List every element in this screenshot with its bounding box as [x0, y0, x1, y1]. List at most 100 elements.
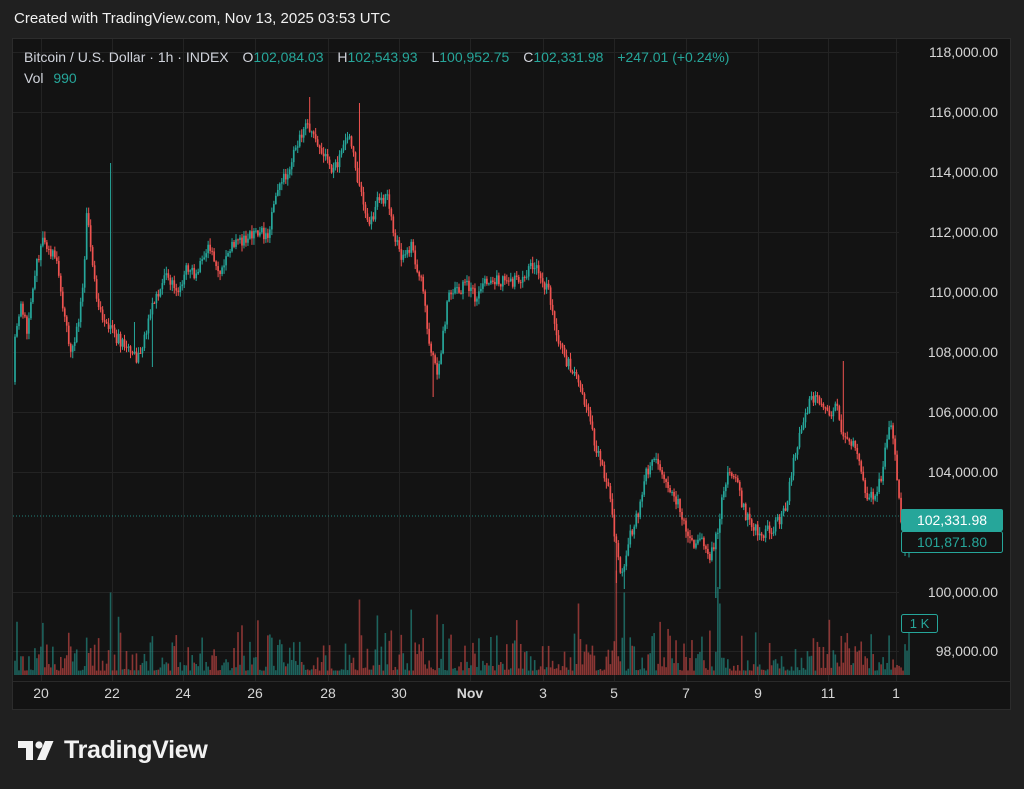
candle[interactable]: [227, 250, 229, 258]
candle[interactable]: [868, 493, 871, 501]
candle[interactable]: [452, 289, 454, 299]
secondary-price-tag[interactable]: 101,871.80: [901, 531, 1003, 553]
candle[interactable]: [354, 151, 357, 171]
candle[interactable]: [515, 271, 518, 280]
candle[interactable]: [665, 478, 667, 488]
candle[interactable]: [828, 405, 831, 417]
candle[interactable]: [34, 270, 36, 291]
candle[interactable]: [836, 398, 839, 411]
candle[interactable]: [47, 245, 50, 255]
candle[interactable]: [245, 230, 247, 247]
candle[interactable]: [635, 510, 638, 529]
candle[interactable]: [181, 280, 184, 291]
candle[interactable]: [480, 283, 482, 294]
candle[interactable]: [73, 337, 76, 352]
candle[interactable]: [878, 472, 880, 495]
candle[interactable]: [844, 432, 847, 444]
candle[interactable]: [673, 488, 675, 502]
candle[interactable]: [490, 276, 492, 285]
candle[interactable]: [328, 156, 331, 169]
price-chart[interactable]: 118,000.00 116,000.00 114,000.00 112,000.00…: [13, 39, 1010, 709]
candle[interactable]: [14, 334, 16, 385]
candle[interactable]: [599, 449, 602, 467]
candle[interactable]: [135, 347, 138, 364]
candle[interactable]: [866, 486, 869, 501]
candle[interactable]: [284, 169, 287, 184]
candle[interactable]: [129, 345, 132, 359]
candle[interactable]: [157, 289, 160, 301]
candle[interactable]: [840, 414, 843, 435]
candle[interactable]: [199, 257, 202, 274]
candle[interactable]: [788, 477, 791, 506]
candle[interactable]: [113, 324, 116, 338]
candle[interactable]: [681, 508, 683, 526]
candle[interactable]: [561, 342, 564, 354]
candle[interactable]: [497, 272, 500, 287]
candle[interactable]: [201, 255, 204, 265]
candle[interactable]: [292, 146, 295, 167]
candle[interactable]: [348, 133, 351, 140]
candle[interactable]: [87, 207, 90, 228]
candle[interactable]: [466, 275, 468, 286]
candle[interactable]: [338, 150, 341, 173]
candle[interactable]: [396, 235, 399, 246]
candle[interactable]: [89, 219, 92, 252]
candle[interactable]: [458, 283, 460, 294]
candle[interactable]: [748, 507, 751, 525]
candle[interactable]: [197, 268, 200, 275]
candle[interactable]: [486, 276, 488, 286]
candle[interactable]: [280, 178, 283, 191]
candle[interactable]: [601, 459, 604, 466]
candle[interactable]: [609, 482, 612, 503]
candle[interactable]: [115, 329, 118, 346]
candle[interactable]: [424, 289, 427, 313]
candle[interactable]: [478, 286, 480, 305]
candle[interactable]: [661, 466, 663, 479]
candle[interactable]: [97, 293, 100, 311]
candle[interactable]: [824, 406, 827, 414]
candle[interactable]: [159, 288, 162, 298]
candle[interactable]: [259, 226, 261, 238]
candle[interactable]: [818, 395, 821, 406]
candle[interactable]: [860, 459, 863, 475]
candle[interactable]: [241, 234, 243, 252]
candle[interactable]: [573, 366, 576, 377]
candle[interactable]: [332, 162, 335, 179]
candle[interactable]: [237, 238, 239, 245]
candle[interactable]: [44, 231, 46, 245]
candle[interactable]: [20, 301, 22, 318]
candle[interactable]: [892, 422, 894, 445]
candle[interactable]: [215, 260, 217, 271]
candle[interactable]: [133, 322, 136, 355]
candle[interactable]: [71, 344, 74, 359]
candle[interactable]: [494, 277, 496, 290]
candle[interactable]: [663, 471, 665, 484]
candle[interactable]: [631, 528, 634, 537]
candle[interactable]: [342, 140, 345, 153]
candle[interactable]: [368, 216, 371, 227]
candle[interactable]: [511, 276, 514, 289]
candle[interactable]: [49, 245, 52, 260]
candle[interactable]: [798, 426, 801, 450]
candle[interactable]: [263, 222, 265, 244]
candle[interactable]: [111, 320, 114, 334]
candle[interactable]: [446, 300, 448, 329]
candle[interactable]: [121, 337, 124, 350]
candle[interactable]: [81, 283, 84, 307]
candle[interactable]: [786, 500, 789, 512]
candle[interactable]: [272, 200, 275, 214]
candle[interactable]: [404, 250, 407, 259]
candle[interactable]: [249, 230, 251, 240]
candle[interactable]: [579, 380, 582, 393]
candle[interactable]: [55, 251, 58, 264]
candle[interactable]: [40, 243, 42, 267]
candle[interactable]: [344, 133, 347, 151]
candle[interactable]: [22, 301, 24, 319]
candle[interactable]: [410, 239, 413, 258]
candle[interactable]: [810, 391, 813, 401]
candle[interactable]: [539, 271, 542, 284]
candle[interactable]: [713, 542, 715, 552]
candle[interactable]: [352, 145, 355, 157]
candle[interactable]: [555, 318, 558, 342]
candle[interactable]: [300, 129, 303, 143]
